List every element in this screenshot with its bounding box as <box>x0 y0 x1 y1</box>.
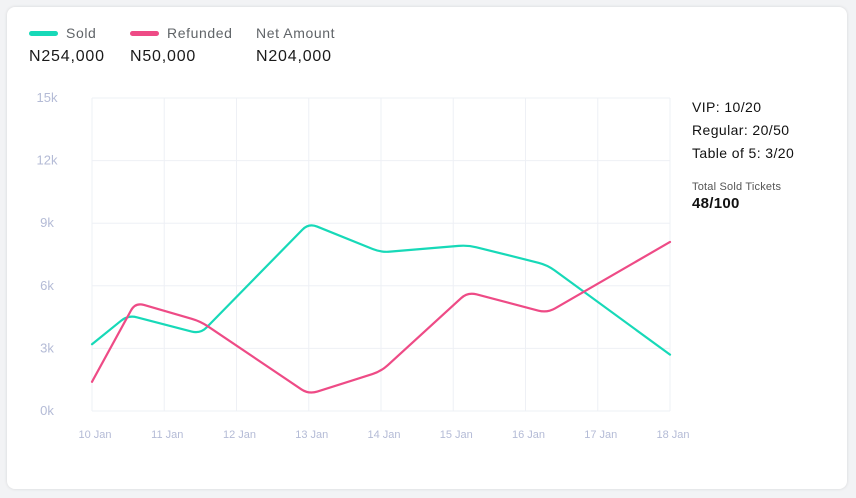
x-tick-label: 16 Jan <box>512 429 545 441</box>
series-line-sold <box>90 224 672 356</box>
x-tick-label: 14 Jan <box>367 429 400 441</box>
legend-value-sold: N254,000 <box>29 48 105 65</box>
x-tick-label: 11 Jan <box>151 429 183 441</box>
legend-value-refunded: N50,000 <box>130 48 197 65</box>
y-tick-label: 15k <box>37 90 58 105</box>
legend-swatch-sold <box>29 30 58 36</box>
series-line-refunded <box>90 240 672 394</box>
legend-label-refunded: Refunded <box>167 25 233 41</box>
y-tick-label: 0k <box>40 403 54 418</box>
summary-table-of-5: Table of 5: 3/20 <box>692 145 795 161</box>
x-tick-label: 10 Jan <box>78 429 111 441</box>
ticket-summary: VIP: 10/20 Regular: 20/50 Table of 5: 3/… <box>692 96 842 212</box>
total-sold-label: Total Sold Tickets <box>692 181 782 193</box>
legend-label-sold: Sold <box>66 25 97 41</box>
y-tick-label: 9k <box>40 215 54 230</box>
x-tick-label: 18 Jan <box>656 429 689 441</box>
legend-label-net-amount: Net Amount <box>256 25 336 41</box>
summary-regular: Regular: 20/50 <box>692 122 790 138</box>
x-tick-label: 15 Jan <box>440 429 473 441</box>
y-tick-label: 12k <box>37 153 58 168</box>
y-tick-label: 6k <box>40 278 54 293</box>
x-tick-label: 17 Jan <box>584 429 617 441</box>
legend-value-net-amount: N204,000 <box>256 48 332 65</box>
total-sold-value: 48/100 <box>692 195 740 212</box>
x-tick-label: 12 Jan <box>223 429 256 441</box>
legend-item-net-amount: Net Amount N204,000 <box>256 24 335 66</box>
y-tick-label: 3k <box>40 340 54 355</box>
legend-swatch-refunded <box>130 30 159 36</box>
legend-item-sold[interactable]: Sold N254,000 <box>29 24 105 66</box>
legend-item-refunded[interactable]: Refunded N50,000 <box>130 24 233 66</box>
x-tick-label: 13 Jan <box>295 429 328 441</box>
summary-vip: VIP: 10/20 <box>692 99 762 115</box>
